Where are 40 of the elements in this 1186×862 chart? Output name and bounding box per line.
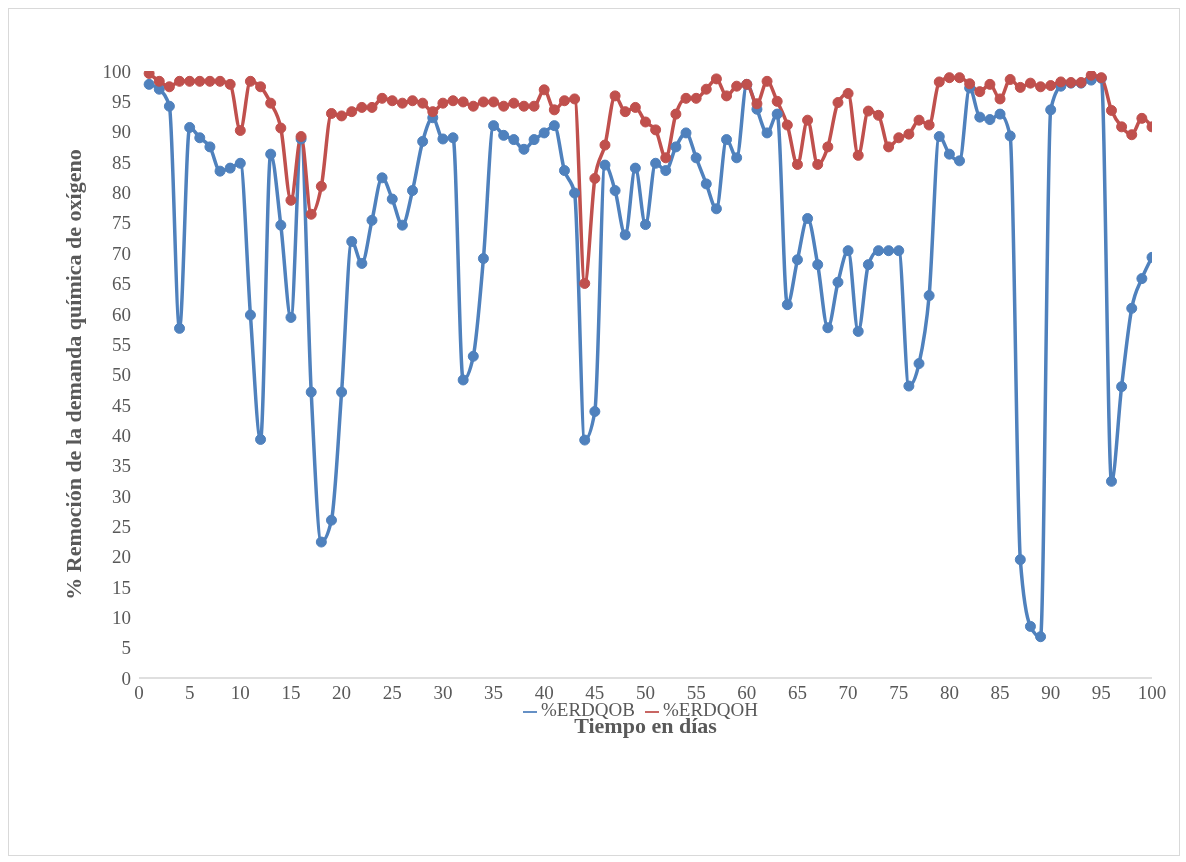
y-tick-label: 55	[112, 333, 131, 355]
x-tick-label: 70	[838, 682, 858, 704]
x-tick-label: 90	[1041, 682, 1061, 704]
y-tick-label: 25	[112, 515, 131, 537]
y-tick-label: 0	[121, 667, 131, 689]
x-tick-label: 5	[184, 682, 195, 704]
y-tick-label: 40	[112, 424, 131, 446]
x-tick-label: 100	[1137, 682, 1167, 704]
y-tick-label: 60	[112, 303, 131, 325]
y-tick-label: 70	[112, 242, 131, 264]
x-tick-label: 25	[382, 682, 402, 704]
y-tick-label: 65	[112, 273, 131, 295]
y-tick-label: 15	[112, 576, 131, 598]
x-tick-label: 80	[939, 682, 959, 704]
y-tick-label: 45	[112, 394, 131, 416]
y-tick-label: 90	[112, 121, 131, 143]
x-tick-label: 35	[484, 682, 504, 704]
y-tick-label: 20	[112, 546, 131, 568]
y-tick-label: 95	[112, 91, 131, 113]
y-axis-title: % Remoción de la demanda química de oxígeno	[60, 149, 86, 600]
x-tick-label: 65	[787, 682, 807, 704]
x-tick-label: 10	[230, 682, 250, 704]
x-tick-label: 30	[433, 682, 453, 704]
x-tick-label: 85	[990, 682, 1010, 704]
y-tick-label: 10	[112, 607, 131, 629]
y-tick-label: 50	[112, 364, 131, 386]
x-tick-label: 20	[332, 682, 352, 704]
y-tick-label: 100	[102, 60, 131, 82]
x-tick-label: 75	[889, 682, 909, 704]
x-tick-label: 95	[1091, 682, 1111, 704]
y-tick-label: 75	[112, 212, 131, 234]
x-tick-label: 45	[585, 682, 605, 704]
y-tick-label: 5	[121, 637, 131, 659]
x-tick-label: 15	[281, 682, 301, 704]
y-tick-label: 85	[112, 151, 131, 173]
x-tick-label: 50	[636, 682, 655, 704]
y-tick-label: 30	[112, 485, 131, 507]
x-tick-label: 40	[534, 682, 554, 704]
y-tick-label: 80	[112, 182, 131, 204]
y-tick-label: 35	[112, 455, 131, 477]
